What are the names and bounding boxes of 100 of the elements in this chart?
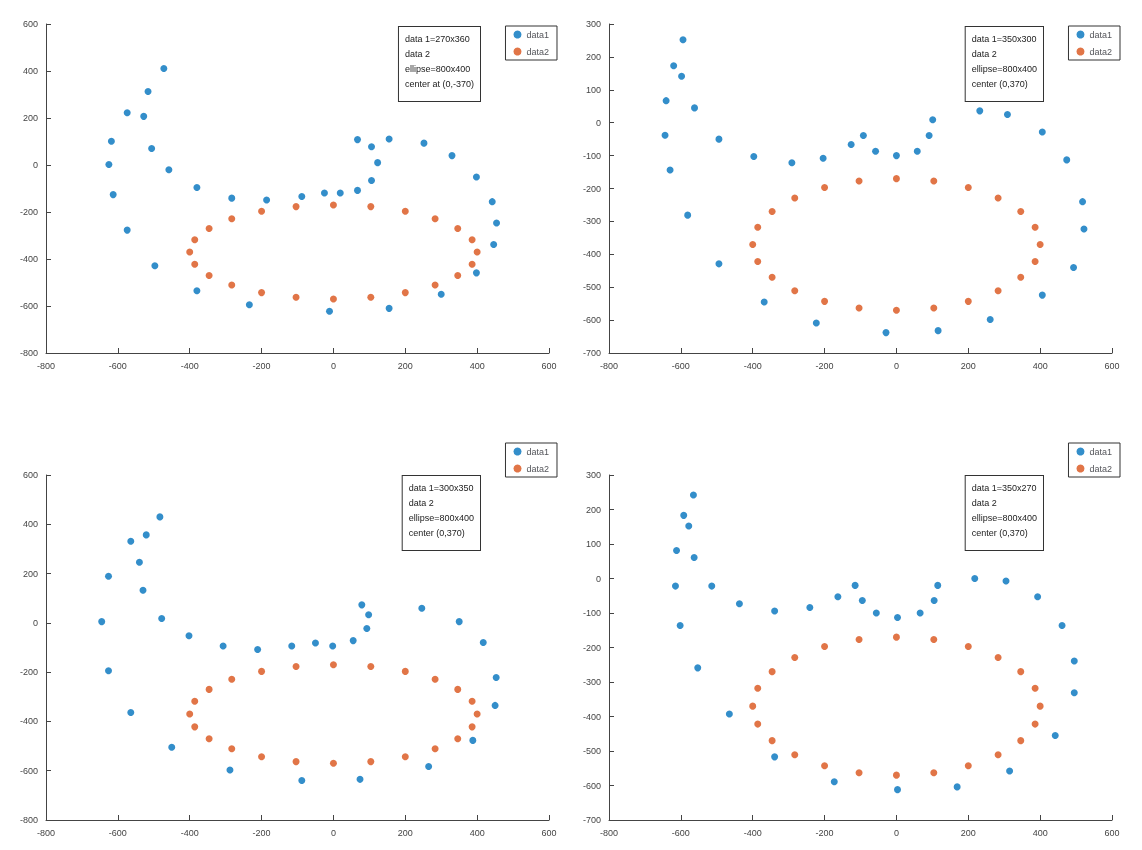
point [872,609,880,617]
y-tick-label: 100 [585,84,601,95]
point [292,203,300,211]
point [354,136,361,144]
point [953,783,961,791]
annotation: center (0,370) [971,78,1028,89]
point [109,191,117,199]
point [994,751,1002,759]
x-tick-label: -400 [743,827,762,838]
point [168,743,176,751]
point [768,208,776,216]
point [454,224,462,232]
point [385,135,393,143]
point [1031,258,1039,266]
x-tick-label: -600 [671,360,690,371]
point [1038,291,1046,299]
point [834,593,842,601]
x-tick-label: 200 [960,827,976,838]
point [1017,737,1025,745]
point [367,293,375,301]
point [768,737,776,745]
point [437,290,445,298]
y-tick-label: -200 [582,183,601,194]
point [105,161,113,169]
point [821,297,829,305]
y-tick-label: 400 [22,519,38,530]
point [1034,593,1042,601]
point [186,710,194,718]
point [754,258,762,266]
point [127,537,135,545]
point [964,297,972,305]
point [671,582,679,590]
x-tick-label: -600 [108,827,127,838]
point [258,667,266,675]
point [329,642,337,650]
point [754,720,762,728]
point [367,662,375,670]
point [806,603,814,611]
point [892,306,900,314]
x-tick-label: -400 [743,360,762,371]
point [368,177,376,185]
point [768,668,776,676]
point [812,319,820,327]
point [329,759,337,767]
y-tick-label: 200 [22,568,38,579]
y-tick-label: 300 [585,470,601,480]
point [1036,702,1044,710]
y-tick-label: 200 [22,113,38,123]
y-tick-label: -200 [582,642,601,653]
annotation: data 1=300x350 [408,482,474,493]
x-tick-label: 400 [1032,827,1048,838]
point [245,301,253,309]
point [882,329,890,337]
y-tick-label: -400 [19,716,38,727]
point [193,184,201,192]
annotation: data 1=270x360 [404,33,470,44]
point [1070,263,1078,271]
legend-label: data2 [526,463,550,474]
y-tick-label: -400 [582,711,601,722]
point [325,307,333,315]
point [1031,684,1039,692]
point [754,223,762,231]
point [892,152,900,160]
point [186,248,194,256]
point [367,203,375,211]
legend-label: data2 [526,46,550,57]
point [754,684,762,692]
point [368,143,376,151]
point [329,295,337,303]
point [690,553,698,561]
point [859,132,867,140]
point [205,271,213,279]
y-tick-label: -200 [19,207,38,217]
point [292,293,300,301]
point [385,304,393,312]
point [708,582,716,590]
point [994,654,1002,661]
point [493,219,501,227]
point [791,194,799,202]
point [771,607,779,615]
point [1038,128,1046,136]
point [288,642,296,650]
point [1017,668,1025,676]
point [258,289,266,297]
point [472,173,480,181]
y-tick-label: -500 [582,746,601,756]
point [292,662,300,670]
point [468,260,476,268]
point [258,207,266,215]
point [354,186,361,194]
point [107,137,115,145]
annotation: data 1=350x270 [971,482,1037,493]
point [431,675,439,683]
point [105,572,113,580]
point [1017,208,1025,216]
point [750,153,758,161]
point [892,633,900,641]
point [925,132,933,140]
point [670,62,678,70]
annotation: ellipse=800x400 [408,512,475,523]
